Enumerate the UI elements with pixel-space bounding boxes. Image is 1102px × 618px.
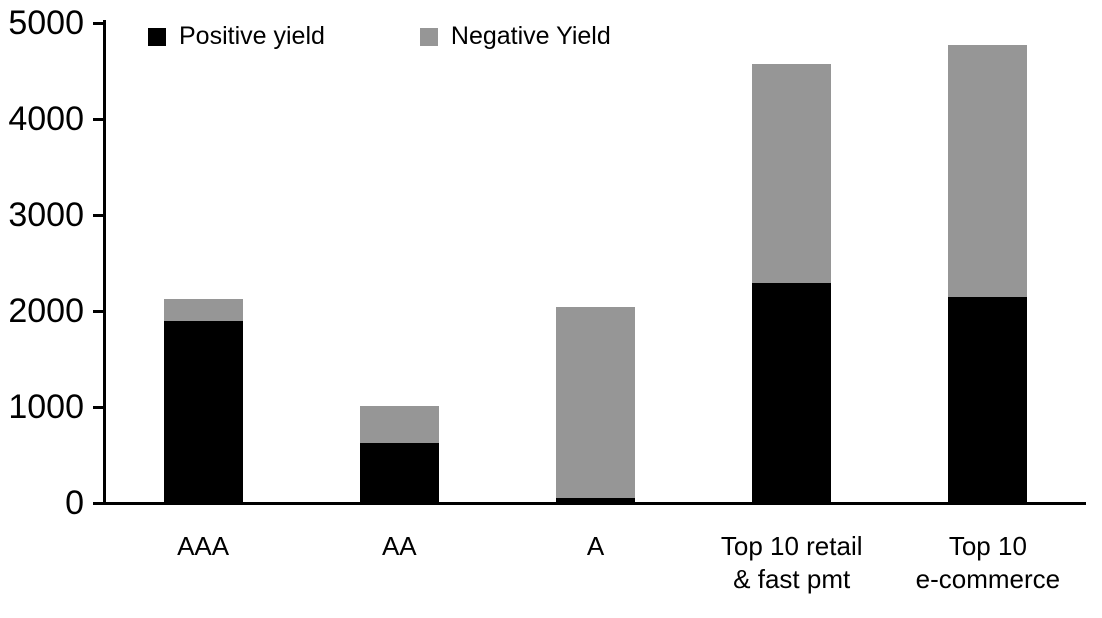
bar-segment-top-10-e-commerce-positive-yield — [948, 296, 1028, 503]
bar-segment-aaa-positive-yield — [163, 320, 243, 503]
x-category-label-top-10-retail-fast-pmt: Top 10 retail & fast pmt — [642, 530, 942, 596]
legend-swatch-positive-yield-icon — [148, 27, 166, 46]
y-tick-label-5000: 5000 — [8, 4, 84, 42]
bar-segment-aa-negative-yield — [359, 406, 439, 444]
y-tick-label-3000: 3000 — [8, 196, 84, 234]
x-category-label-top-10-e-commerce: Top 10 e-commerce — [838, 530, 1102, 596]
x-category-label-line: e-commerce — [915, 564, 1061, 594]
legend-item-negative-yield: Negative Yield — [419, 22, 611, 50]
bar-segment-a-negative-yield — [556, 307, 635, 499]
chart-legend: Positive yield Negative Yield — [148, 24, 611, 49]
bar-segment-top-10-retail-fast-pmt-negative-yield — [752, 64, 832, 284]
legend-item-positive-yield: Positive yield — [148, 24, 325, 49]
legend-label-positive-yield: Positive yield — [179, 22, 325, 50]
y-axis-tick-1000 — [93, 405, 105, 409]
y-tick-label-1000: 1000 — [8, 388, 84, 426]
bar-segment-aaa-negative-yield — [163, 298, 243, 321]
bar-segment-top-10-retail-fast-pmt-positive-yield — [752, 283, 832, 503]
y-tick-label-4000: 4000 — [8, 100, 84, 138]
x-category-label-line: Top 10 — [948, 531, 1027, 561]
x-axis-line — [103, 502, 1086, 505]
y-axis-tick-0 — [93, 501, 105, 505]
x-category-label-line: AA — [381, 531, 417, 561]
x-category-label-line: A — [586, 531, 605, 561]
y-axis-tick-5000 — [93, 21, 105, 25]
y-axis-tick-4000 — [93, 117, 105, 121]
y-axis-tick-3000 — [93, 213, 105, 217]
x-category-label-line: & fast pmt — [733, 564, 851, 594]
bar-segment-aa-positive-yield — [359, 443, 439, 503]
x-category-label-line: Top 10 retail — [720, 531, 863, 561]
y-tick-label-2000: 2000 — [8, 292, 84, 330]
x-category-label-a: A — [446, 530, 746, 563]
bar-segment-top-10-e-commerce-negative-yield — [948, 45, 1028, 297]
y-axis-tick-2000 — [93, 309, 105, 313]
legend-label-negative-yield: Negative Yield — [450, 22, 611, 50]
x-category-label-line: AAA — [177, 531, 230, 561]
x-category-label-aa: AA — [249, 530, 549, 563]
x-category-label-aaa: AAA — [53, 530, 353, 563]
legend-swatch-negative-yield-icon — [419, 27, 438, 46]
bar-segment-a-positive-yield — [556, 498, 635, 503]
y-tick-label-0: 0 — [65, 484, 84, 522]
y-axis-line — [103, 20, 106, 505]
